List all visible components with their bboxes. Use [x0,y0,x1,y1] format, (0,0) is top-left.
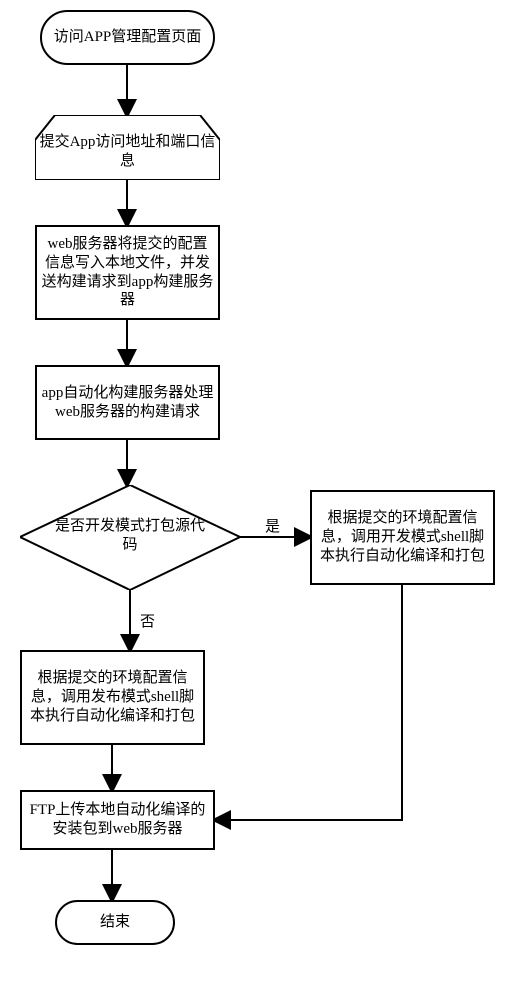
node-yes: 根据提交的环境配置信息，调用开发模式shell脚本执行自动化编译和打包 [310,490,495,585]
node-p2: app自动化构建服务器处理web服务器的构建请求 [35,365,220,440]
node-input: 提交App访问地址和端口信息 [35,115,220,180]
node-end: 结束 [55,900,175,945]
node-p2-text: app自动化构建服务器处理web服务器的构建请求 [41,384,214,422]
node-no-text: 根据提交的环境配置信息，调用发布模式shell脚本执行自动化编译和打包 [26,669,199,725]
node-yes-text: 根据提交的环境配置信息，调用开发模式shell脚本执行自动化编译和打包 [316,509,489,565]
node-p1-text: web服务器将提交的配置信息写入本地文件，并发送构建请求到app构建服务器 [41,235,214,310]
node-p1: web服务器将提交的配置信息写入本地文件，并发送构建请求到app构建服务器 [35,225,220,320]
node-decision-text: 是否开发模式打包源代码 [55,517,205,555]
edge-yes-upload [215,585,402,820]
node-upload: FTP上传本地自动化编译的安装包到web服务器 [20,790,215,850]
edge-label-no: 否 [140,610,155,631]
node-start: 访问APP管理配置页面 [40,10,215,65]
node-start-text: 访问APP管理配置页面 [54,28,202,47]
node-decision: 是否开发模式打包源代码 [20,485,240,590]
node-upload-text: FTP上传本地自动化编译的安装包到web服务器 [26,801,209,839]
edge-label-yes: 是 [265,515,280,536]
node-no: 根据提交的环境配置信息，调用发布模式shell脚本执行自动化编译和打包 [20,650,205,745]
node-end-text: 结束 [100,913,130,932]
node-input-text: 提交App访问地址和端口信息 [35,133,220,171]
flowchart-container: 访问APP管理配置页面 提交App访问地址和端口信息 web服务器将提交的配置信… [10,10,503,990]
